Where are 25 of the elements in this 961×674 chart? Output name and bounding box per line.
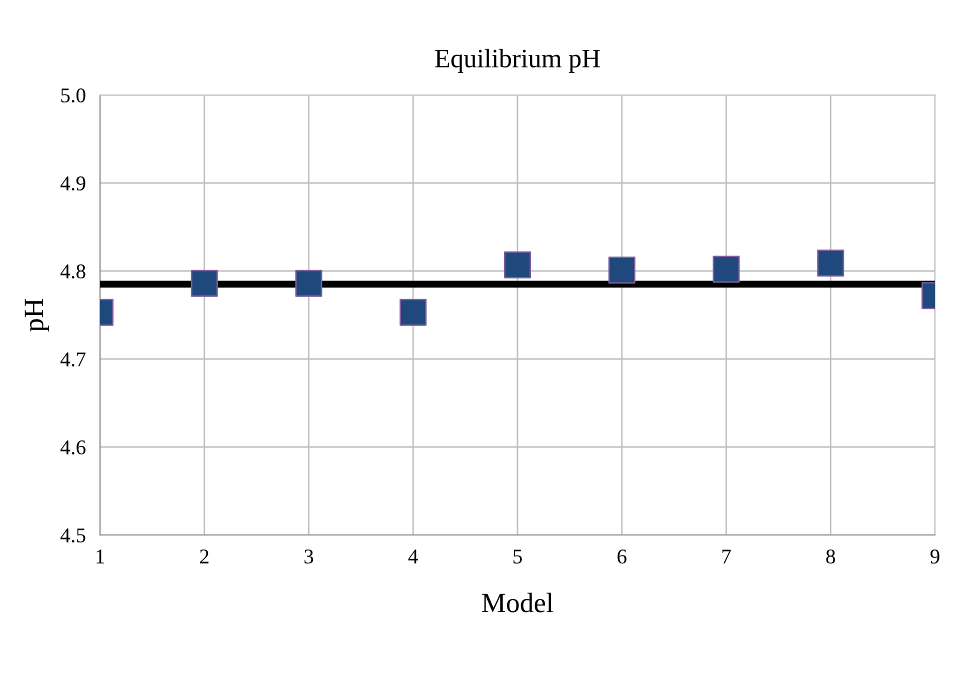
x-tick-label: 7: [722, 550, 731, 564]
y-tick-label: 4.6: [60, 440, 86, 455]
point: [295, 270, 322, 297]
point: [190, 270, 218, 297]
y-tick-label: 4.8: [60, 264, 86, 279]
y-tick-label: 4.5: [60, 528, 86, 543]
point: [608, 256, 636, 284]
y-axis-title: pH: [24, 298, 49, 332]
point: [400, 298, 427, 326]
x-tick-label: 1: [96, 550, 104, 564]
x-tick-label: 5: [514, 550, 522, 564]
x-axis-title: Model: [482, 592, 554, 612]
x-tick-label: 6: [618, 550, 626, 564]
point: [504, 251, 531, 278]
x-tick-label: 9: [930, 550, 940, 564]
x-tick-label: 4: [408, 550, 418, 564]
point: [712, 256, 740, 283]
x-tick-label: 8: [826, 549, 836, 564]
x-tick-label: 2: [200, 550, 208, 564]
point: [817, 250, 844, 277]
y-tick-label: 5.0: [61, 88, 86, 103]
y-tick-label: 4.7: [60, 352, 86, 367]
y-tick-label: 4.9: [60, 176, 86, 191]
x-tick-label: 3: [304, 550, 314, 564]
chart-title: Equilibrium pH: [435, 48, 600, 73]
